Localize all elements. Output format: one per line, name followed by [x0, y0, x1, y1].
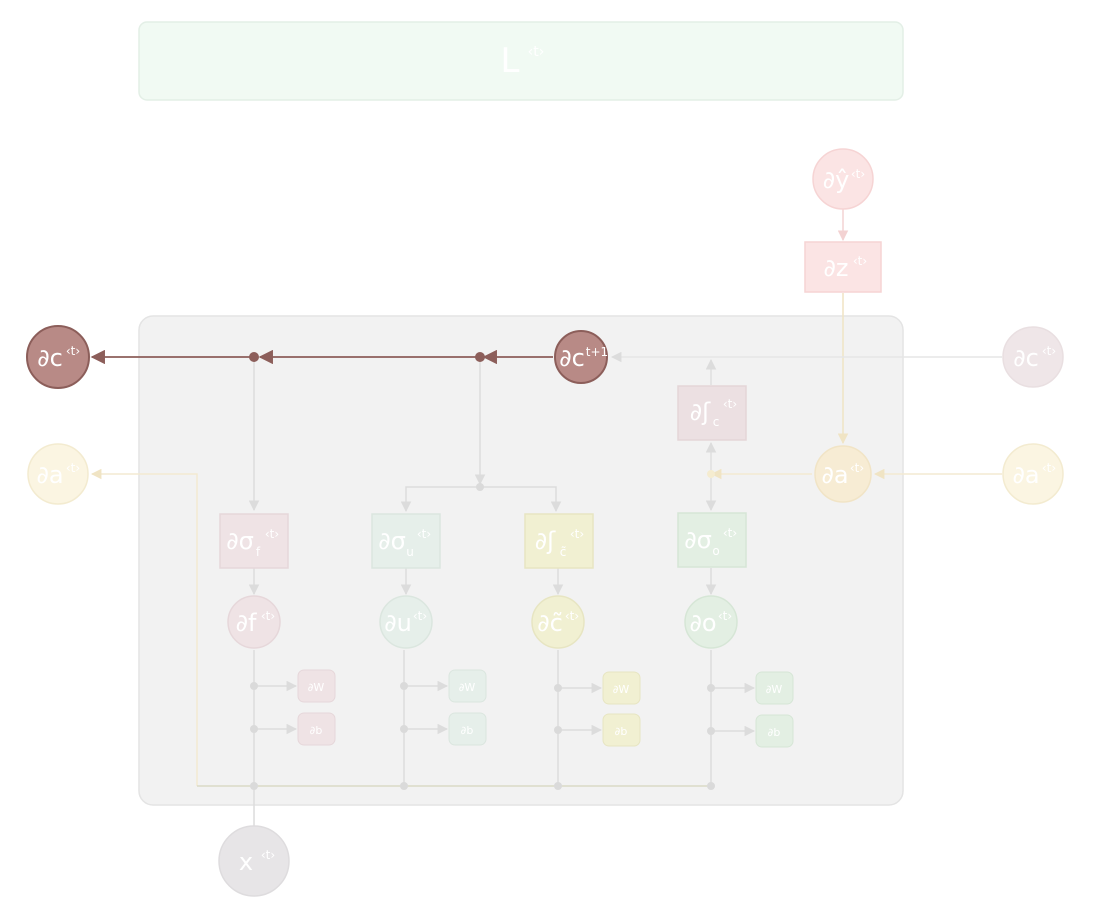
svg-text:‹t›: ‹t› [261, 848, 275, 862]
svg-text:x: x [239, 848, 253, 876]
node-dsig-f: ∂σ f ‹t› [219, 513, 289, 569]
svg-text:∂σ: ∂σ [226, 527, 254, 555]
svg-text:∂a: ∂a [821, 461, 848, 489]
svg-text:‹t›: ‹t› [66, 461, 80, 475]
svg-text:∂W: ∂W [308, 681, 325, 694]
param-w-c: ∂W [602, 671, 641, 705]
svg-text:‹t›: ‹t› [265, 527, 279, 541]
param-b-f: ∂b [297, 712, 336, 746]
param-b-o: ∂b [755, 714, 794, 748]
svg-text:∂ʃ: ∂ʃ [535, 527, 556, 555]
svg-text:∂z: ∂z [823, 254, 848, 282]
node-dyhat: ∂ŷ ‹t› [812, 148, 874, 210]
node-dct: ∂c̃ ‹t› [531, 595, 585, 649]
node-dsig-o: ∂σ o ‹t› [677, 512, 747, 568]
node-dc-prev: ∂c ‹t› [26, 325, 90, 389]
svg-text:∂W: ∂W [459, 681, 476, 694]
node-dc-right: ∂c ‹t› [1002, 326, 1064, 388]
param-boxes: ∂W ∂b ∂W ∂b ∂W ∂b ∂W ∂b [297, 669, 794, 748]
param-w-u: ∂W [448, 669, 487, 703]
loss-sup: ‹t› [528, 44, 545, 60]
svg-text:∂o: ∂o [689, 609, 716, 637]
node-do: ∂o ‹t› [684, 595, 738, 649]
loss-box: L ‹t› [138, 21, 904, 101]
svg-text:‹t›: ‹t› [718, 609, 732, 623]
svg-text:‹t›: ‹t› [565, 609, 579, 623]
svg-text:∂σ: ∂σ [378, 527, 406, 555]
svg-text:∂b: ∂b [615, 725, 628, 738]
svg-text:‹t›: ‹t› [66, 344, 80, 358]
param-w-f: ∂W [297, 669, 336, 703]
node-dsig-u: ∂σ u ‹t› [371, 513, 441, 569]
svg-text:∂c̃: ∂c̃ [537, 609, 563, 637]
param-w-o: ∂W [755, 671, 794, 705]
node-dz: ∂z ‹t› [804, 241, 882, 293]
svg-text:∂c: ∂c [1013, 344, 1039, 372]
loss-label: L [501, 41, 520, 81]
svg-text:∂a: ∂a [1012, 461, 1039, 489]
svg-text:c̃: c̃ [560, 545, 567, 559]
active-cell-path [90, 349, 553, 365]
svg-text:∂f: ∂f [236, 609, 257, 637]
node-du: ∂u ‹t› [379, 595, 433, 649]
node-dc-next: ∂c t+1 [554, 330, 608, 384]
node-dtanh-ct: ∂ʃ c̃ ‹t› [524, 513, 594, 569]
svg-text:‹t›: ‹t› [1042, 461, 1056, 475]
svg-text:∂u: ∂u [384, 609, 412, 637]
svg-text:∂ŷ: ∂ŷ [823, 166, 850, 194]
node-x: x ‹t› [218, 825, 290, 897]
svg-text:‹t›: ‹t› [851, 167, 865, 181]
node-da-left: ∂a ‹t› [27, 443, 89, 505]
svg-text:∂c: ∂c [37, 344, 63, 372]
svg-text:o: o [712, 544, 719, 558]
svg-text:‹t›: ‹t› [261, 609, 275, 623]
svg-text:∂b: ∂b [461, 724, 474, 737]
svg-text:t+1: t+1 [586, 345, 608, 359]
svg-text:f: f [256, 545, 261, 559]
param-b-c: ∂b [602, 713, 641, 747]
svg-text:‹t›: ‹t› [413, 609, 427, 623]
svg-text:∂b: ∂b [768, 726, 781, 739]
svg-text:∂W: ∂W [613, 683, 630, 696]
node-dtanh-c: ∂ʃ c ‹t› [677, 385, 747, 441]
svg-text:‹t›: ‹t› [570, 527, 584, 541]
svg-text:∂W: ∂W [766, 683, 783, 696]
junction-dot [249, 352, 259, 362]
svg-text:u: u [406, 545, 414, 559]
svg-text:‹t›: ‹t› [723, 526, 737, 540]
svg-text:∂b: ∂b [310, 724, 323, 737]
svg-text:c: c [713, 415, 720, 429]
svg-text:‹t›: ‹t› [417, 527, 431, 541]
param-b-u: ∂b [448, 712, 487, 746]
svg-text:∂a: ∂a [36, 461, 63, 489]
svg-text:∂ʃ: ∂ʃ [690, 398, 711, 426]
svg-text:‹t›: ‹t› [1042, 344, 1056, 358]
faded-junctions [250, 470, 715, 790]
svg-text:‹t›: ‹t› [723, 397, 737, 411]
svg-text:∂c: ∂c [559, 344, 585, 372]
svg-text:‹t›: ‹t› [850, 461, 864, 475]
faded-edges [90, 351, 1002, 828]
svg-text:‹t›: ‹t› [853, 254, 867, 268]
node-da-mid: ∂a ‹t› [814, 445, 872, 503]
junction-dot [475, 352, 485, 362]
node-da-right: ∂a ‹t› [1002, 443, 1064, 505]
node-df: ∂f ‹t› [227, 595, 281, 649]
svg-text:∂σ: ∂σ [684, 526, 712, 554]
